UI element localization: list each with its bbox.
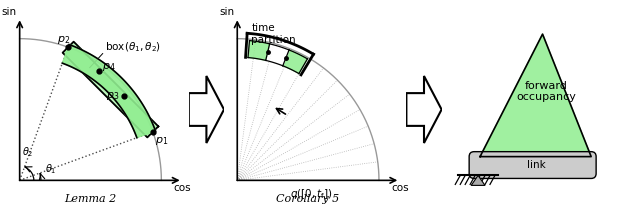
Text: $\theta_1$: $\theta_1$ <box>45 162 56 176</box>
Polygon shape <box>406 76 442 143</box>
Polygon shape <box>62 44 156 138</box>
Text: $q([0, t_\mathrm{f}])$: $q([0, t_\mathrm{f}])$ <box>290 187 332 201</box>
Text: cos: cos <box>392 183 409 193</box>
Text: Lemma 2: Lemma 2 <box>65 194 116 204</box>
Polygon shape <box>248 41 269 60</box>
Polygon shape <box>189 76 224 143</box>
Text: $p_3$: $p_3$ <box>106 90 119 102</box>
Polygon shape <box>266 44 289 66</box>
Text: $p_4$: $p_4$ <box>102 61 115 73</box>
Text: $\theta_2$: $\theta_2$ <box>22 146 33 159</box>
Polygon shape <box>283 50 307 74</box>
Text: $p_1$: $p_1$ <box>155 135 168 147</box>
Text: time
partition: time partition <box>252 23 296 45</box>
FancyBboxPatch shape <box>469 152 596 178</box>
Text: link: link <box>527 160 546 170</box>
Polygon shape <box>471 175 485 185</box>
Text: sin: sin <box>2 7 17 17</box>
Polygon shape <box>63 42 158 137</box>
Text: $p_2$: $p_2$ <box>57 34 70 46</box>
Text: cos: cos <box>174 183 191 193</box>
Text: box$(\theta_1, \theta_2)$: box$(\theta_1, \theta_2)$ <box>105 40 161 54</box>
Text: sin: sin <box>220 7 234 17</box>
Text: forward
occupancy: forward occupancy <box>516 81 577 102</box>
Polygon shape <box>480 34 591 157</box>
Text: Corollary 5: Corollary 5 <box>276 194 340 204</box>
